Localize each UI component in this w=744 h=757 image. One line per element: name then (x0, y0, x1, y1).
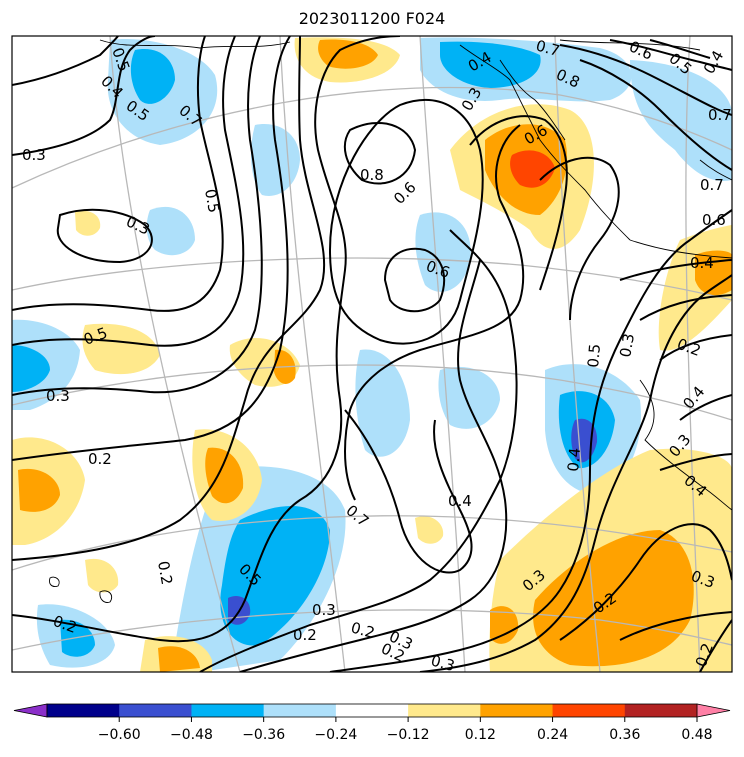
contour-label: 0.4 (690, 254, 714, 272)
map-title: 2023011200 F024 (298, 9, 446, 28)
contour-lines (12, 36, 732, 672)
contour-label: 0.7 (342, 501, 372, 530)
contour-label: 0.6 (702, 211, 726, 229)
contour-label: 0.4 (679, 383, 708, 413)
map-frame (11, 35, 733, 673)
shade-pos-cw-core (205, 447, 244, 504)
colorbar-tick-label: −0.48 (170, 727, 213, 743)
shade-neg-w-core (12, 345, 50, 392)
contour-label: 0.6 (390, 178, 420, 208)
contour-label: 0.7 (708, 106, 732, 124)
contour-label: 0.4 (564, 447, 584, 472)
shade-pos-n-core (318, 39, 378, 69)
colorbar-segment (119, 704, 192, 717)
colorbar-tick-label: −0.36 (242, 727, 285, 743)
colorbar-tick-label: −0.24 (314, 727, 357, 743)
colorbar-tick-label: 0.48 (681, 727, 712, 743)
colorbar-segment (263, 704, 337, 717)
contour-label: 0.2 (293, 626, 317, 644)
colorbar-segment (47, 704, 120, 717)
colorbar-extend-min (13, 703, 48, 718)
shade-pos-ne-deep (510, 150, 555, 188)
contour-label: 0.3 (429, 651, 457, 675)
colorbar-segment (408, 704, 481, 717)
map-panel: 0.5 0.4 0.5 0.7 0.3 0.3 0.5 0.5 0.3 0.2 … (12, 36, 732, 675)
colorbar-tick-label: 0.24 (537, 727, 568, 743)
colorbar-tick-label: −0.60 (98, 727, 141, 743)
colorbar-tick-label: 0.36 (609, 727, 640, 743)
shade-pos-w2 (75, 210, 101, 236)
colorbar-segment (480, 704, 554, 717)
contour-label: 0.2 (154, 560, 176, 587)
shade-neg-center (250, 124, 300, 196)
colorbar: −0.60 −0.48 −0.36 −0.24 −0.12 0.12 0.24 0.36 0.4… (13, 703, 731, 743)
shade-neg-cw (146, 206, 195, 256)
shade-neg-n-core (440, 41, 541, 88)
shade-neg-mid2 (438, 366, 500, 429)
contour-label: 0.7 (700, 176, 724, 194)
shading-layer (12, 37, 732, 672)
contour-label: 0.5 (584, 343, 604, 368)
shade-neg-ne (630, 60, 732, 181)
shade-neg-mid (355, 349, 410, 457)
contour-label: 0.3 (46, 387, 70, 405)
shade-pos-w3-core (18, 468, 60, 512)
contour-label: 0.3 (22, 146, 46, 164)
colorbar-extend-max (696, 703, 731, 718)
shade-pos-w1 (82, 323, 160, 375)
contour-label: 0.2 (349, 618, 377, 642)
shade-pos-se-core (533, 530, 694, 667)
shade-pos-se-core2 (490, 606, 519, 644)
colorbar-segment (552, 704, 626, 717)
shade-neg-nw-core (130, 49, 175, 104)
shade-pos-s-core (158, 646, 200, 672)
contour-label: 0.2 (675, 335, 704, 360)
shade-pos-sw1 (85, 558, 119, 593)
contour-label: 0.4 (700, 47, 728, 77)
contour-label: 0.7 (534, 36, 562, 60)
contour-label: 0.4 (448, 492, 472, 510)
contour-label: 0.3 (312, 601, 336, 619)
contour-label: 0.5 (201, 188, 223, 215)
colorbar-outline (46, 703, 698, 718)
contour-label: 0.2 (88, 450, 112, 468)
colorbar-tick-label: 0.12 (465, 727, 496, 743)
shade-pos-c2 (415, 516, 444, 544)
graticule (12, 36, 732, 672)
colorbar-tick-label: −0.12 (387, 727, 430, 743)
shade-neg-c2 (415, 212, 471, 292)
contour-label: 0.8 (360, 166, 384, 184)
colorbar-segment (335, 704, 409, 717)
shade-neg-ssw-core (60, 619, 95, 657)
colorbar-segment (191, 704, 265, 717)
contour-label: 0.3 (616, 332, 638, 359)
colorbar-segment (624, 704, 698, 717)
